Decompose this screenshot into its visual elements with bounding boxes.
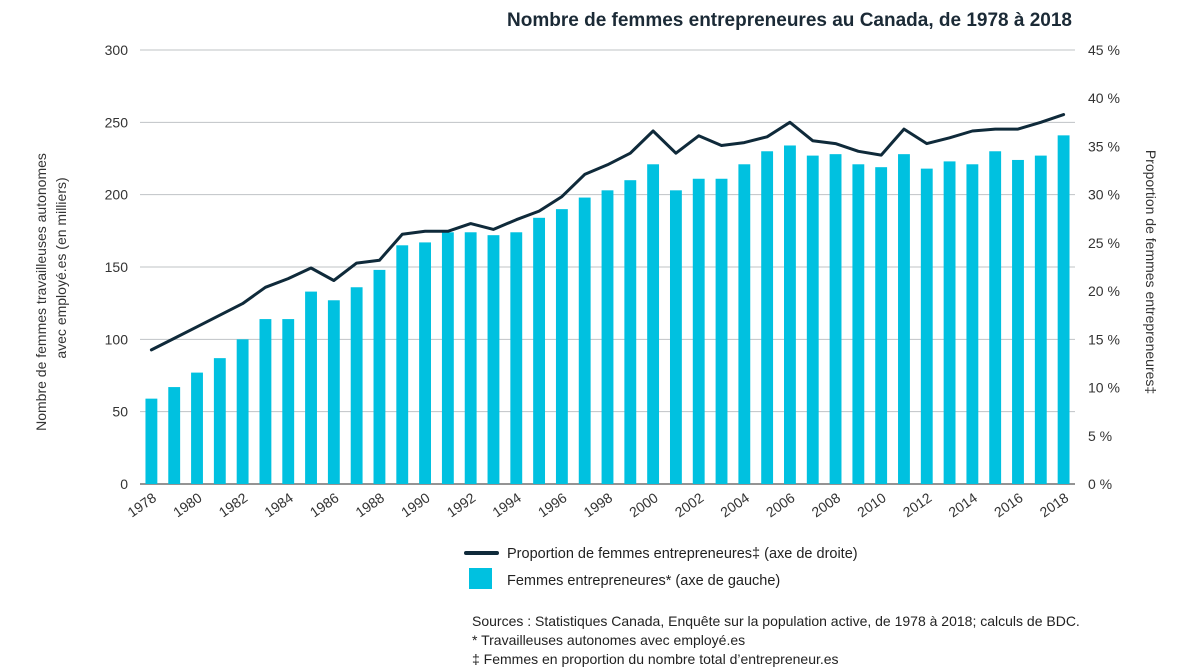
legend-bar-label: Femmes entrepreneures* (axe de gauche): [507, 573, 780, 589]
x-tick-label: 1986: [307, 489, 342, 520]
bar: [943, 161, 956, 485]
x-tick-label: 1978: [124, 489, 159, 520]
x-tick-label: 2002: [672, 489, 707, 520]
bar: [487, 235, 500, 484]
bar: [852, 164, 865, 484]
bar: [761, 151, 774, 484]
bar: [624, 180, 637, 484]
x-tick-label: 2014: [945, 489, 980, 520]
bar: [396, 245, 409, 484]
y-axis-left-title-line1: Nombre de femmes travailleuses autonomes: [33, 153, 49, 431]
bar: [1012, 159, 1024, 485]
bar: [829, 154, 842, 484]
x-tick-label: 1980: [170, 489, 205, 520]
y-right-tick-label: 25 %: [1088, 235, 1120, 251]
y-axis-left-title-line2: avec employé.es (en milliers): [53, 177, 69, 358]
x-tick-label: 2010: [854, 489, 889, 520]
x-tick-label: 2018: [1037, 489, 1072, 520]
proportion-line: [149, 113, 1066, 352]
line-series: [149, 113, 1066, 352]
y-right-tick-label: 35 %: [1088, 138, 1120, 154]
bar: [464, 232, 477, 484]
bar: [1057, 135, 1070, 484]
y-left-tick-label: 50: [112, 404, 128, 420]
bar: [601, 190, 614, 484]
bar: [168, 387, 181, 484]
bar: [738, 164, 751, 484]
bar: [806, 155, 819, 484]
y-left-tick-label: 100: [105, 331, 129, 347]
bar-series: [145, 135, 1070, 485]
bar: [669, 190, 682, 484]
x-tick-label: 2000: [626, 489, 661, 520]
y-right-tick-label: 5 %: [1088, 428, 1112, 444]
y-right-tick-label: 10 %: [1088, 380, 1120, 396]
x-tick-label: 2006: [763, 489, 798, 520]
bar: [282, 319, 295, 484]
legend-bar-swatch: [469, 568, 492, 589]
bar: [350, 287, 363, 484]
x-tick-label: 1982: [216, 489, 251, 520]
bar: [419, 242, 431, 484]
y-left-tick-label: 200: [105, 187, 129, 203]
bar: [510, 232, 523, 484]
bar: [213, 358, 226, 484]
x-axis: 1978 1980 1982 1984 1986 1988 1990 1992 1994 1996…: [124, 489, 1071, 520]
source-line: Sources : Statistiques Canada, Enquête s…: [472, 613, 1080, 629]
bar: [305, 291, 317, 484]
x-tick-label: 1984: [261, 489, 296, 520]
chart-title: Nombre de femmes entrepreneures au Canad…: [507, 10, 1072, 31]
y-left-tick-label: 150: [105, 259, 129, 275]
bar: [989, 151, 1002, 484]
bar: [191, 372, 203, 484]
x-tick-label: 2012: [900, 489, 935, 520]
x-tick-label: 1990: [398, 489, 433, 520]
legend-line-label: Proportion de femmes entrepreneures‡ (ax…: [507, 546, 858, 562]
legend: Proportion de femmes entrepreneures‡ (ax…: [464, 546, 858, 589]
footnote-dagger: ‡ Femmes en proportion du nombre total d…: [472, 651, 839, 667]
y-left-tick-label: 300: [105, 42, 129, 58]
x-tick-label: 1994: [489, 489, 524, 520]
footnote-asterisk: * Travailleuses autonomes avec employé.e…: [472, 632, 745, 648]
y-left-tick-label: 0: [120, 476, 128, 492]
y-right-tick-label: 20 %: [1088, 283, 1120, 299]
y-axis-right-title: Proportion de femmes entrepreneures‡: [1143, 150, 1159, 394]
bar: [145, 398, 158, 484]
bar: [236, 339, 249, 484]
x-tick-label: 1988: [352, 489, 387, 520]
x-tick-label: 2016: [991, 489, 1026, 520]
y-left-tick-label: 250: [105, 114, 129, 130]
bar: [647, 164, 660, 484]
x-tick-label: 1996: [535, 489, 570, 520]
sources: Sources : Statistiques Canada, Enquête s…: [472, 613, 1080, 667]
y-axis-left: 0 50 100 150 200 250 300: [105, 42, 129, 492]
bar: [555, 209, 568, 484]
y-right-tick-label: 15 %: [1088, 331, 1120, 347]
bar: [578, 197, 591, 484]
bar: [784, 145, 796, 485]
y-right-tick-label: 0 %: [1088, 476, 1112, 492]
bar: [327, 300, 340, 484]
bar: [898, 154, 910, 484]
bar: [533, 217, 546, 484]
x-tick-label: 1998: [581, 489, 616, 520]
y-right-tick-label: 30 %: [1088, 187, 1120, 203]
bar: [875, 167, 888, 484]
bar: [715, 178, 728, 484]
y-axis-right: 0 % 5 % 10 % 15 % 20 % 25 % 30 % 35 % 40 % 45 %: [1088, 42, 1120, 492]
y-right-tick-label: 45 %: [1088, 42, 1120, 58]
bar: [259, 319, 272, 484]
x-tick-label: 1992: [444, 489, 479, 520]
bar: [1034, 155, 1047, 484]
bar: [373, 269, 386, 484]
bar: [966, 164, 979, 484]
bar: [692, 178, 705, 484]
x-tick-label: 2004: [717, 489, 752, 520]
bar: [441, 232, 454, 484]
y-right-tick-label: 40 %: [1088, 90, 1120, 106]
bar: [920, 168, 933, 485]
x-tick-label: 2008: [809, 489, 844, 520]
